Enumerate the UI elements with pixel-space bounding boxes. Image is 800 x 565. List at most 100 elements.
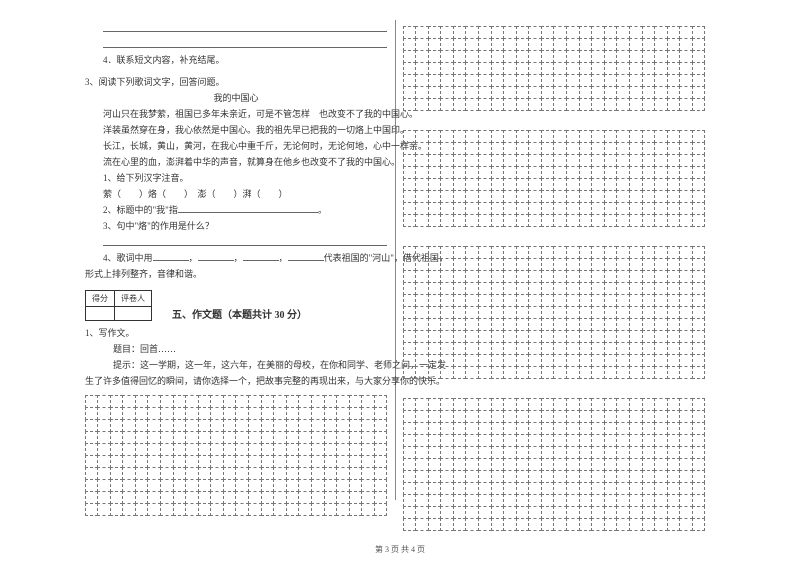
grid-cell	[198, 503, 212, 516]
grid-cell	[173, 503, 187, 516]
grid-cell	[553, 518, 567, 531]
sub-q3: 3、句中"烙"的作用是什么？	[85, 218, 387, 234]
grid-cell	[604, 214, 618, 227]
grid-cell	[503, 214, 517, 227]
blank-rule	[103, 234, 387, 246]
grid-cell	[85, 503, 99, 516]
grid-cell	[629, 98, 643, 111]
grid-cell	[629, 214, 643, 227]
poem-line: 洋装虽然穿在身，我心依然是中国心。我的祖先早已把我的一切烙上中国印。	[85, 122, 387, 138]
grid-cell	[566, 98, 580, 111]
grid-cell	[591, 518, 605, 531]
grid-cell	[428, 214, 442, 227]
grid-cell	[528, 366, 542, 379]
grader-header: 评卷人	[115, 291, 152, 307]
grid-cell	[235, 503, 249, 516]
writing-grid-right-1	[403, 26, 705, 110]
grid-cell	[223, 503, 237, 516]
left-column: 4．联系短文内容，补充结尾。 3、阅读下列歌词文字，回答问题。 我的中国心 河山…	[85, 20, 395, 530]
grid-cell	[579, 518, 593, 531]
grid-cell	[541, 98, 555, 111]
grid-cell	[604, 366, 618, 379]
grid-cell	[428, 518, 442, 531]
grid-cell	[516, 214, 530, 227]
grid-cell	[591, 366, 605, 379]
grid-cell	[692, 98, 706, 111]
grid-cell	[298, 503, 312, 516]
blank-rule	[103, 36, 387, 48]
grid-cell	[403, 366, 417, 379]
score-cell	[86, 307, 115, 321]
grid-cell	[465, 366, 479, 379]
grid-cell	[273, 503, 287, 516]
writing-grid-right-4	[403, 398, 705, 530]
grid-cell	[374, 503, 388, 516]
sub-q1: 1、给下列汉字注音。	[85, 170, 387, 186]
grid-cell	[185, 503, 199, 516]
grid-cell	[604, 98, 618, 111]
grid-cell	[654, 214, 668, 227]
grid-cell	[491, 366, 505, 379]
grid-cell	[679, 366, 693, 379]
grid-cell	[478, 366, 492, 379]
grid-cell	[324, 503, 338, 516]
grid-cell	[516, 518, 530, 531]
blank-underline	[288, 251, 324, 261]
manuscript-grid	[85, 395, 387, 515]
grid-cell	[654, 366, 668, 379]
grid-cell	[428, 98, 442, 111]
blank-rule	[103, 20, 387, 32]
grid-cell	[415, 214, 429, 227]
grid-cell	[667, 366, 681, 379]
grid-cell	[440, 98, 454, 111]
grid-cell	[453, 98, 467, 111]
sub-q4-c: 形式上排列整齐，音律和谐。	[85, 266, 387, 282]
grid-cell	[465, 98, 479, 111]
grid-cell	[541, 366, 555, 379]
blank-underline	[198, 251, 234, 261]
grid-cell	[642, 214, 656, 227]
grader-cell	[115, 307, 152, 321]
grid-cell	[679, 518, 693, 531]
grid-cell	[428, 366, 442, 379]
grid-cell	[692, 214, 706, 227]
grid-cell	[261, 503, 275, 516]
question-3-intro: 3、阅读下列歌词文字，回答问题。	[85, 74, 387, 90]
grid-cell	[403, 214, 417, 227]
grid-cell	[579, 366, 593, 379]
grid-cell	[604, 518, 618, 531]
grid-cell	[541, 518, 555, 531]
grid-cell	[528, 98, 542, 111]
question-4: 4．联系短文内容，补充结尾。	[85, 52, 387, 68]
grid-cell	[616, 214, 630, 227]
grid-cell	[453, 518, 467, 531]
grid-cell	[503, 366, 517, 379]
grid-cell	[591, 214, 605, 227]
grid-cell	[642, 518, 656, 531]
grid-cell	[553, 98, 567, 111]
grid-cell	[616, 518, 630, 531]
writing-hint: 提示：这一学期，这一年，这六年，在美丽的母校，在你和同学、老师之间，一定发	[85, 357, 387, 373]
grid-cell	[629, 366, 643, 379]
writing-grid-left	[85, 395, 387, 515]
grid-cell	[629, 518, 643, 531]
manuscript-grid	[403, 246, 705, 378]
sub-q4: 4、歌词中用，，，代表祖国的"河山"，借代祖国，	[85, 250, 387, 266]
grid-cell	[541, 214, 555, 227]
right-column	[395, 20, 705, 530]
section-header-row: 得分 评卷人 五、作文题（本题共计 30 分）	[85, 290, 387, 321]
grid-cell	[579, 214, 593, 227]
sub-q2-text: 2、标题中的"我"指	[103, 205, 178, 215]
grid-cell	[667, 518, 681, 531]
grid-cell	[336, 503, 350, 516]
blank-underline	[178, 203, 318, 213]
grid-cell	[415, 518, 429, 531]
grid-cell	[147, 503, 161, 516]
grid-cell	[453, 214, 467, 227]
grid-cell	[286, 503, 300, 516]
grid-cell	[491, 98, 505, 111]
grid-cell	[478, 214, 492, 227]
grid-cell	[566, 518, 580, 531]
grid-cell	[616, 98, 630, 111]
writing-topic: 题目：回首……	[85, 341, 387, 357]
